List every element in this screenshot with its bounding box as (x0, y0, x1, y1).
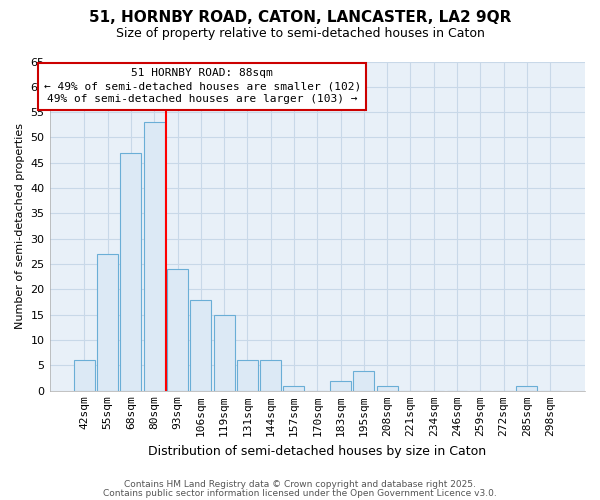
Bar (214, 315, 235, 391)
Bar (144, 122, 165, 391)
Bar (517, 386, 538, 391)
Bar (377, 386, 398, 391)
Text: Size of property relative to semi-detached houses in Caton: Size of property relative to semi-detach… (116, 28, 484, 40)
Text: 51, HORNBY ROAD, CATON, LANCASTER, LA2 9QR: 51, HORNBY ROAD, CATON, LANCASTER, LA2 9… (89, 10, 511, 25)
Bar (121, 152, 142, 391)
Bar (237, 360, 258, 391)
Bar (353, 370, 374, 391)
Bar (167, 269, 188, 391)
Bar (260, 360, 281, 391)
X-axis label: Distribution of semi-detached houses by size in Caton: Distribution of semi-detached houses by … (148, 444, 487, 458)
Y-axis label: Number of semi-detached properties: Number of semi-detached properties (15, 123, 25, 329)
Bar (330, 380, 351, 391)
Bar (74, 360, 95, 391)
Bar (283, 386, 304, 391)
Text: Contains public sector information licensed under the Open Government Licence v3: Contains public sector information licen… (103, 488, 497, 498)
Bar (97, 254, 118, 391)
Text: Contains HM Land Registry data © Crown copyright and database right 2025.: Contains HM Land Registry data © Crown c… (124, 480, 476, 489)
Bar (190, 300, 211, 391)
Text: 51 HORNBY ROAD: 88sqm
← 49% of semi-detached houses are smaller (102)
49% of sem: 51 HORNBY ROAD: 88sqm ← 49% of semi-deta… (44, 68, 361, 104)
